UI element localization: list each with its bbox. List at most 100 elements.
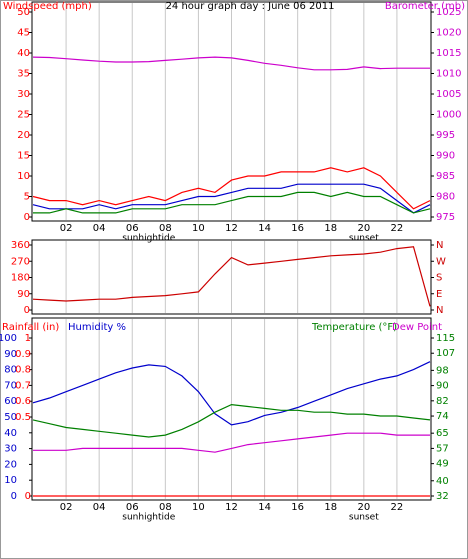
x-tick-label: 14 (258, 223, 271, 234)
annotation: sunset (349, 234, 379, 244)
x-tick-label: 10 (192, 502, 205, 513)
series-line (32, 167, 431, 210)
rain-tick-label: 0.6 (15, 396, 31, 407)
x-tick-label: 18 (324, 502, 337, 513)
y2-axis-label: Temperature (°F) (311, 322, 397, 333)
series-line (32, 403, 431, 438)
y-tick-label: 40 (17, 48, 30, 59)
chart-title: 24 hour graph day : June 06 2011 (166, 1, 335, 12)
annotation: sunhightide (122, 513, 175, 523)
x-tick-label: 10 (192, 223, 205, 234)
x-tick-label: 02 (60, 502, 73, 513)
y2-tick-label: 1015 (436, 48, 461, 59)
x-tick-label: 18 (324, 223, 337, 234)
x-tick-label: 04 (93, 502, 106, 513)
annotation: sunhightide (122, 234, 175, 244)
y-tick-label: 20 (4, 459, 17, 470)
y-tick-label: 25 (17, 110, 30, 121)
y2-tick-label: 990 (436, 151, 455, 162)
rain-tick-label: 0.7 (15, 380, 31, 391)
y2-tick-label: N (436, 240, 443, 251)
y2-tick-label: 40 (436, 476, 449, 487)
y-tick-label: 90 (17, 289, 30, 300)
dew-axis-label: Dew Point (392, 322, 442, 333)
x-tick-label: 02 (60, 223, 73, 234)
y-tick-label: 360 (11, 240, 30, 251)
y2-tick-label: 1025 (436, 7, 461, 18)
y2-tick-label: 65 (436, 428, 449, 439)
series-line (33, 191, 431, 214)
x-tick-label: 06 (126, 223, 139, 234)
y2-tick-label: 98 (436, 365, 449, 376)
y-tick-label: 40 (4, 428, 17, 439)
y-tick-label: 30 (17, 89, 30, 100)
y-tick-label: 0 (11, 491, 17, 502)
y2-tick-label: 1005 (436, 89, 461, 100)
y-tick-label: 80 (4, 365, 17, 376)
y-tick-label: 90 (4, 349, 17, 360)
x-tick-label: 04 (93, 223, 106, 234)
y-tick-label: 45 (17, 28, 30, 39)
x-tick-label: 08 (159, 502, 172, 513)
y2-tick-label: 985 (436, 171, 455, 182)
rain-tick-label: 0.8 (15, 365, 31, 376)
x-tick-label: 14 (258, 502, 271, 513)
y2-tick-label: 980 (436, 192, 455, 203)
y2-tick-label: 1000 (436, 110, 461, 121)
x-tick-label: 20 (357, 223, 370, 234)
y2-tick-label: 49 (436, 459, 449, 470)
y-axis-label: Humidity % (68, 322, 126, 333)
series-line (32, 246, 431, 307)
y2-tick-label: 995 (436, 130, 455, 141)
y-tick-label: 30 (4, 444, 17, 455)
y-tick-label: 20 (17, 130, 30, 141)
y-tick-label: 5 (24, 192, 30, 203)
y2-tick-label: S (436, 273, 442, 284)
annotation: sunset (349, 513, 379, 523)
x-tick-label: 08 (159, 223, 172, 234)
x-tick-label: 16 (291, 502, 304, 513)
y-tick-label: 15 (17, 151, 30, 162)
rain-tick-label: 0.5 (15, 412, 31, 423)
y-tick-label: 10 (17, 171, 30, 182)
y2-tick-label: 82 (436, 396, 449, 407)
plot-frame (31, 317, 432, 501)
x-tick-label: 20 (357, 502, 370, 513)
series-line (32, 361, 431, 426)
y-tick-label: 35 (17, 69, 30, 80)
y-axis-label: Windspeed (mph) (3, 1, 92, 12)
rain-tick-label: 1 (25, 333, 31, 344)
y-tick-label: 70 (4, 380, 17, 391)
y-tick-label: 50 (17, 7, 30, 18)
x-tick-label: 22 (391, 223, 404, 234)
y2-axis-label: Barometer (mb) (385, 1, 465, 12)
x-tick-label: 16 (291, 223, 304, 234)
x-tick-label: 12 (225, 223, 238, 234)
y-tick-label: 60 (4, 396, 17, 407)
y2-tick-label: W (436, 256, 446, 267)
y2-tick-label: 90 (436, 381, 449, 392)
series-line (32, 183, 431, 214)
y2-tick-label: 107 (436, 348, 455, 359)
y-tick-label: 0 (24, 305, 30, 316)
y2-tick-label: 115 (436, 333, 455, 344)
y2-tick-label: 32 (436, 491, 449, 502)
y2-tick-label: 57 (436, 443, 449, 454)
x-tick-label: 06 (126, 502, 139, 513)
y-tick-label: 50 (4, 412, 17, 423)
y-tick-label: 0 (24, 212, 30, 223)
y2-tick-label: 1020 (436, 28, 461, 39)
series-line (33, 432, 430, 453)
y2-tick-label: 74 (436, 411, 449, 422)
y2-tick-label: 975 (436, 212, 455, 223)
y2-tick-label: E (436, 289, 442, 300)
x-tick-label: 12 (225, 502, 238, 513)
y2-tick-label: N (436, 305, 443, 316)
rain-tick-label: 0.9 (15, 349, 31, 360)
y-tick-label: 180 (11, 273, 30, 284)
x-tick-label: 22 (391, 502, 404, 513)
series-line (32, 56, 430, 71)
rain-axis-label: Rainfall (in) (2, 322, 59, 333)
y-tick-label: 100 (0, 333, 17, 344)
